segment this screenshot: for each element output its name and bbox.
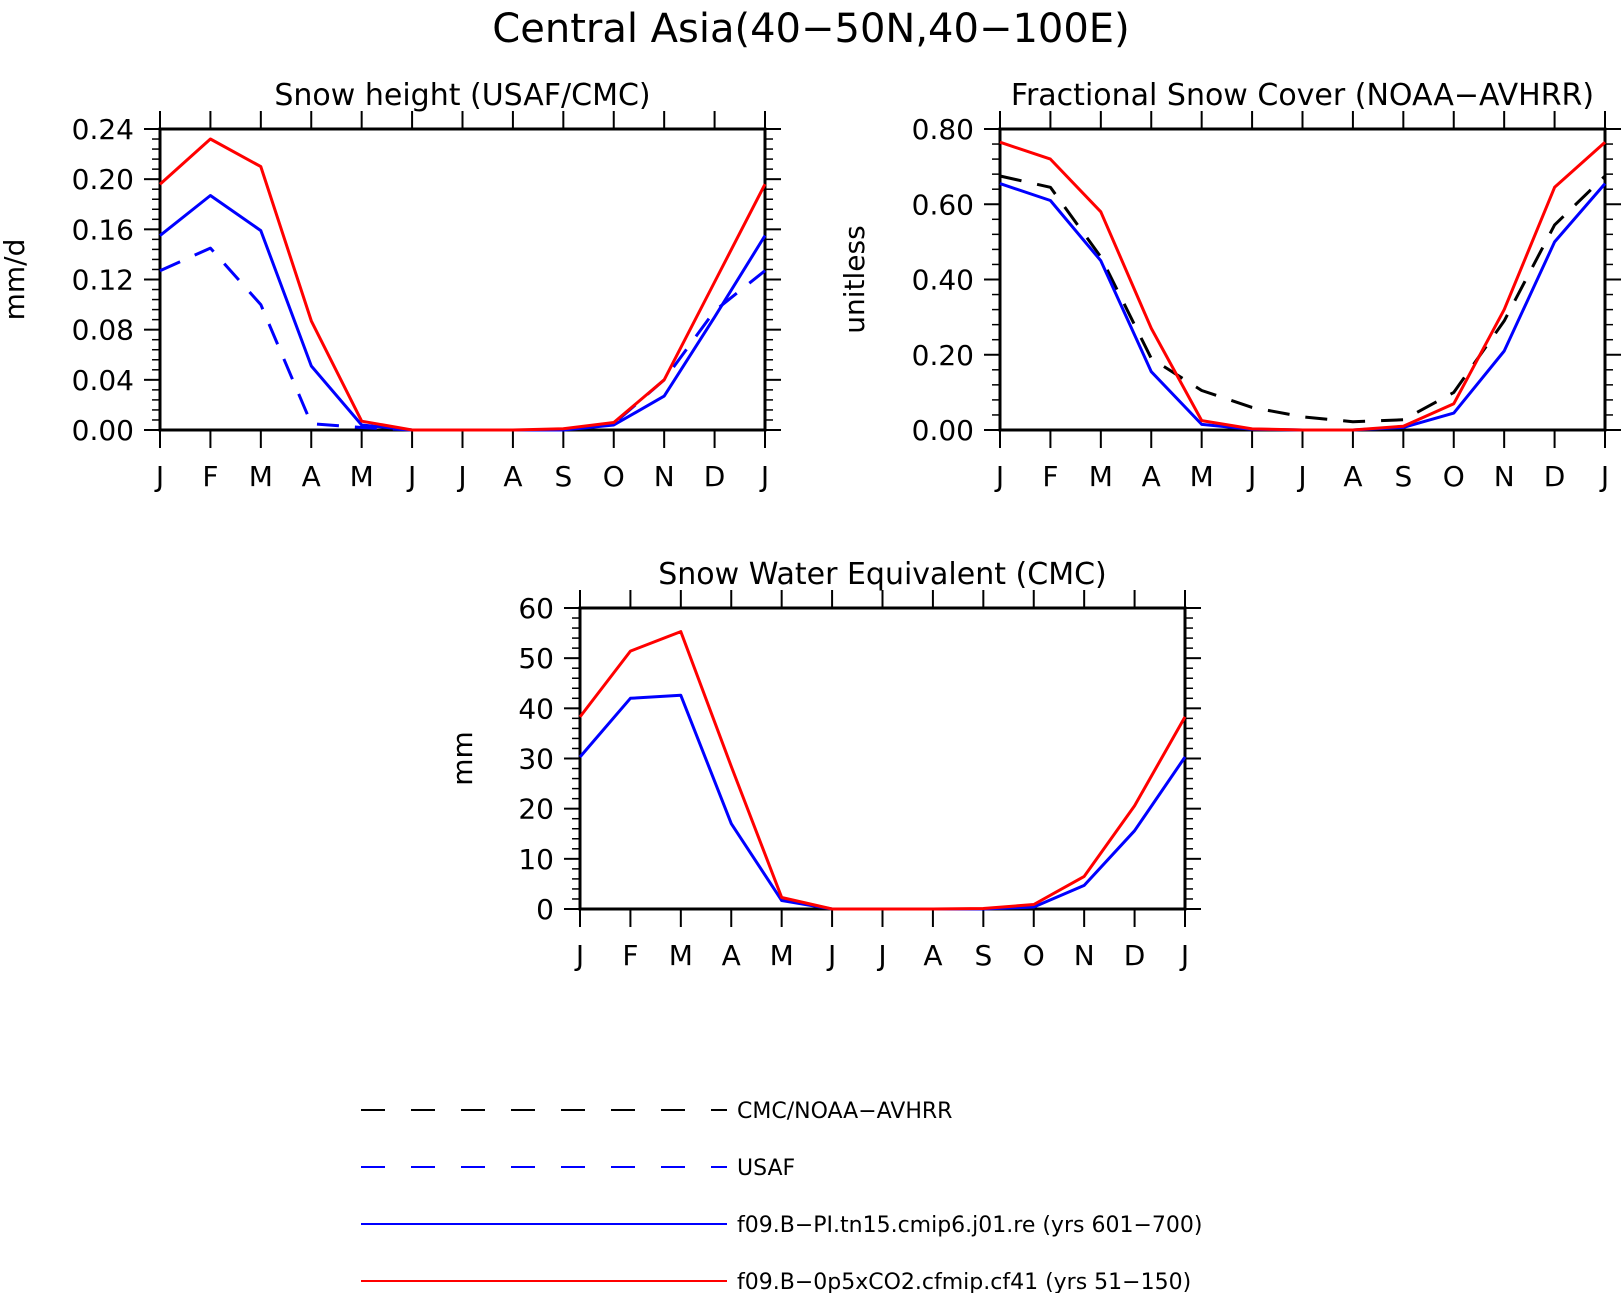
y-tick-label: 0.08 bbox=[72, 314, 134, 347]
y-tick-label: 0.60 bbox=[912, 188, 974, 221]
panel-title: Snow Water Equivalent (CMC) bbox=[658, 557, 1106, 592]
x-tick-label: O bbox=[1443, 460, 1465, 493]
y-tick-label: 0.00 bbox=[912, 414, 974, 447]
x-tick-label: M bbox=[1190, 460, 1214, 493]
x-tick-label: F bbox=[622, 939, 638, 972]
x-tick-label: A bbox=[302, 460, 321, 493]
x-tick-label: S bbox=[554, 460, 572, 493]
y-axis-label: mm/d bbox=[0, 239, 31, 321]
legend: CMC/NOAA−AVHRR USAF f09.B−PI.tn15.cmip6.j0… bbox=[361, 1099, 1202, 1293]
x-axis-ticks bbox=[579, 590, 1186, 927]
x-axis-ticks bbox=[159, 111, 766, 448]
x-tick-label: J bbox=[826, 939, 836, 972]
y-axis-ticks bbox=[984, 128, 1621, 431]
chart-panel-2: Fractional Snow Cover (NOAA−AVHRR)J F M A M J… bbox=[838, 78, 1621, 493]
figure-title: Central Asia(40−50N,40−100E) bbox=[492, 6, 1129, 52]
x-tick-label: J bbox=[1246, 460, 1256, 493]
series-line-2 bbox=[578, 630, 1187, 911]
y-tick-label: 0.80 bbox=[912, 113, 974, 146]
x-tick-label: M bbox=[350, 460, 374, 493]
y-tick-label: 0.12 bbox=[72, 264, 134, 297]
series-line-3 bbox=[999, 140, 1607, 432]
x-tick-label: J bbox=[406, 460, 416, 493]
x-tick-label: S bbox=[974, 939, 992, 972]
x-tick-label: S bbox=[1394, 460, 1412, 493]
plot-frame bbox=[998, 127, 1607, 432]
y-tick-label: 0.16 bbox=[72, 213, 134, 246]
legend-label-4: f09.B−0p5xCO2.cfmip.cf41 (yrs 51−150) bbox=[737, 1270, 1191, 1293]
chart-panel-1: Snow height (USAF/CMC)J F M A M J J A S O N D J0.000… bbox=[0, 78, 781, 493]
y-tick-label: 30 bbox=[518, 743, 554, 776]
y-axis-label: unitless bbox=[838, 225, 871, 333]
x-tick-label: A bbox=[1142, 460, 1161, 493]
y-axis-ticks bbox=[564, 607, 1201, 910]
x-tick-label: J bbox=[1296, 460, 1306, 493]
chart-panels: Snow height (USAF/CMC)J F M A M J J A S O N D J0.000… bbox=[0, 78, 1621, 972]
x-tick-label: A bbox=[923, 939, 942, 972]
series-line-1 bbox=[159, 246, 766, 432]
y-tick-label: 0.00 bbox=[72, 414, 134, 447]
x-tick-label: O bbox=[603, 460, 625, 493]
y-tick-label: 40 bbox=[518, 692, 554, 725]
chart-panel-3: Snow Water Equivalent (CMC)J F M A M J J A S O N D J… bbox=[446, 557, 1201, 972]
x-tick-label: D bbox=[1544, 460, 1566, 493]
series-line-1 bbox=[999, 174, 1607, 424]
y-tick-label: 50 bbox=[518, 642, 554, 675]
x-tick-label: A bbox=[722, 939, 741, 972]
y-tick-label: 10 bbox=[518, 843, 554, 876]
x-tick-label: J bbox=[1599, 460, 1609, 493]
x-tick-label: M bbox=[1089, 460, 1113, 493]
x-tick-label: J bbox=[154, 460, 164, 493]
x-tick-label: A bbox=[503, 460, 522, 493]
x-tick-label: N bbox=[1074, 939, 1095, 972]
series-line-1 bbox=[578, 693, 1187, 911]
panel-title: Fractional Snow Cover (NOAA−AVHRR) bbox=[1011, 78, 1594, 113]
y-tick-label: 0.24 bbox=[72, 113, 134, 146]
panel-title: Snow height (USAF/CMC) bbox=[274, 78, 650, 113]
y-tick-label: 0.40 bbox=[912, 264, 974, 297]
x-tick-label: J bbox=[574, 939, 584, 972]
x-tick-label: M bbox=[770, 939, 794, 972]
y-axis-label: mm bbox=[446, 731, 479, 786]
legend-label-1: CMC/NOAA−AVHRR bbox=[737, 1099, 952, 1124]
x-axis-ticks bbox=[999, 111, 1606, 448]
x-tick-label: J bbox=[876, 939, 886, 972]
x-tick-label: D bbox=[704, 460, 726, 493]
x-tick-label: J bbox=[759, 460, 769, 493]
x-tick-label: O bbox=[1023, 939, 1045, 972]
y-tick-label: 20 bbox=[518, 793, 554, 826]
legend-label-3: f09.B−PI.tn15.cmip6.j01.re (yrs 601−700) bbox=[737, 1213, 1202, 1238]
x-tick-label: N bbox=[654, 460, 675, 493]
x-tick-label: N bbox=[1494, 460, 1515, 493]
x-tick-label: M bbox=[249, 460, 273, 493]
legend-label-2: USAF bbox=[737, 1156, 795, 1181]
x-tick-label: D bbox=[1124, 939, 1146, 972]
y-tick-label: 0.20 bbox=[912, 339, 974, 372]
x-tick-label: J bbox=[994, 460, 1004, 493]
x-tick-label: F bbox=[202, 460, 218, 493]
x-tick-label: A bbox=[1343, 460, 1362, 493]
x-tick-label: J bbox=[1179, 939, 1189, 972]
plot-frame bbox=[158, 127, 767, 432]
series-line-2 bbox=[999, 182, 1607, 432]
x-tick-label: M bbox=[669, 939, 693, 972]
y-tick-label: 60 bbox=[518, 592, 554, 625]
y-tick-label: 0.20 bbox=[72, 163, 134, 196]
series-line-2 bbox=[159, 194, 767, 432]
y-tick-label: 0 bbox=[536, 893, 554, 926]
x-tick-label: J bbox=[456, 460, 466, 493]
y-tick-label: 0.04 bbox=[72, 364, 134, 397]
x-tick-label: F bbox=[1042, 460, 1058, 493]
y-axis-ticks bbox=[144, 128, 781, 431]
series-line-3 bbox=[158, 137, 767, 432]
